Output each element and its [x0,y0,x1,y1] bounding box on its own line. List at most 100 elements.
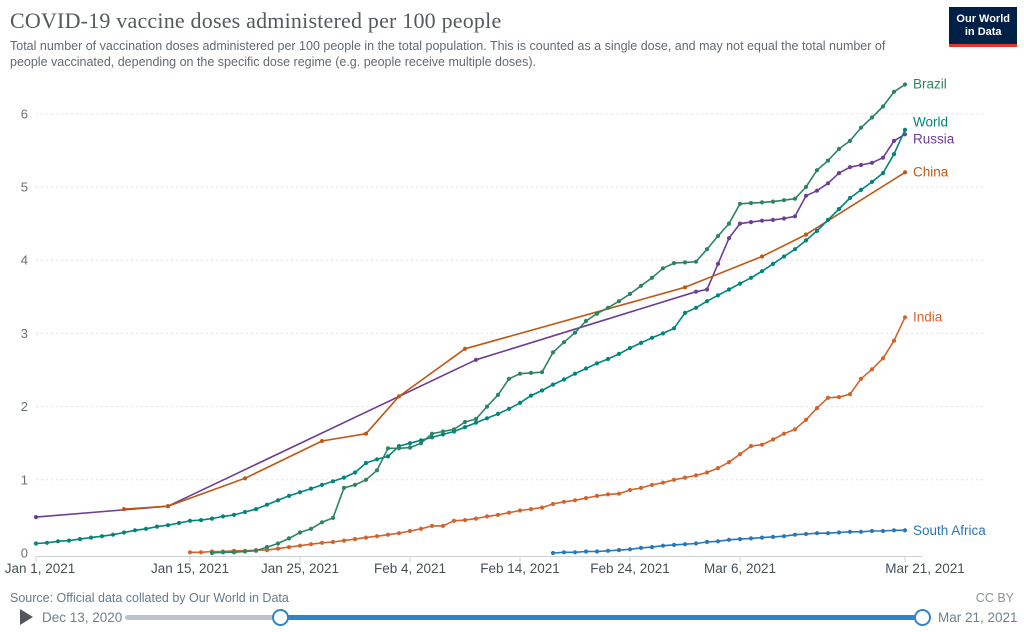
series-point-india[interactable] [561,499,567,504]
series-line-brazil[interactable] [211,83,906,554]
series-label-india[interactable]: India [913,309,943,324]
series-point-brazil[interactable] [220,550,226,555]
series-point-india[interactable] [594,493,600,498]
series-point-world[interactable] [462,425,468,430]
series-point-india[interactable] [297,543,303,548]
series-point-world[interactable] [242,509,248,515]
series-point-world[interactable] [198,518,204,523]
series-point-world[interactable] [308,486,314,491]
series-point-india[interactable] [803,417,809,422]
series-point-india[interactable] [726,460,732,465]
series-point-south-africa[interactable] [671,542,677,547]
series-point-world[interactable] [132,528,138,533]
series-point-india[interactable] [330,539,336,545]
series-point-brazil[interactable] [451,427,457,432]
series-point-brazil[interactable] [506,376,512,381]
series-point-south-africa[interactable] [682,542,688,547]
series-point-world[interactable] [880,171,886,176]
series-point-russia[interactable] [770,217,776,222]
series-point-world[interactable] [264,502,270,507]
series-point-india[interactable] [341,538,347,543]
series-point-russia[interactable] [704,287,710,292]
series-point-world[interactable] [33,541,39,546]
series-point-india[interactable] [627,487,633,493]
series-point-india[interactable] [187,550,193,555]
series-point-brazil[interactable] [891,89,897,94]
series-point-brazil[interactable] [253,548,259,553]
series-point-india[interactable] [682,475,688,480]
series-point-world[interactable] [209,516,215,521]
series-point-world[interactable] [770,261,776,266]
series-point-brazil[interactable] [429,431,435,436]
series-point-brazil[interactable] [418,441,424,446]
series-point-china[interactable] [462,346,468,351]
series-point-brazil[interactable] [583,318,589,324]
series-point-russia[interactable] [759,218,765,223]
series-point-china[interactable] [803,232,809,237]
series-point-brazil[interactable] [275,541,281,546]
series-point-world[interactable] [66,538,72,543]
series-point-world[interactable] [616,351,622,356]
series-point-world[interactable] [517,400,523,405]
timeline-handle-start[interactable] [272,609,289,626]
series-point-india[interactable] [319,540,325,545]
license-link[interactable]: CC BY [975,591,1014,605]
series-point-brazil[interactable] [847,138,853,143]
series-point-world[interactable] [726,287,732,292]
series-point-india[interactable] [440,523,446,528]
series-point-world[interactable] [473,420,479,425]
series-point-south-africa[interactable] [770,534,776,539]
series-point-world[interactable] [88,535,94,540]
series-point-india[interactable] [891,338,897,343]
series-point-world[interactable] [715,293,721,298]
series-point-south-africa[interactable] [638,545,644,550]
series-point-south-africa[interactable] [792,532,798,537]
series-point-world[interactable] [638,340,644,345]
series-point-india[interactable] [264,548,270,553]
series-point-india[interactable] [847,392,853,397]
series-point-india[interactable] [616,491,622,496]
series-point-world[interactable] [429,435,435,440]
series-point-brazil[interactable] [319,520,325,525]
series-point-world[interactable] [627,345,633,351]
series-point-india[interactable] [286,545,292,550]
series-point-brazil[interactable] [462,419,468,425]
series-point-india[interactable] [517,508,523,513]
series-line-china[interactable] [123,171,906,510]
play-icon[interactable] [20,609,33,625]
series-point-world[interactable] [363,460,369,466]
series-point-world[interactable] [759,269,765,274]
series-point-south-africa[interactable] [858,529,864,534]
timeline-handle-end[interactable] [914,609,931,626]
series-point-china[interactable] [363,431,369,436]
series-point-india[interactable] [770,437,776,442]
series-point-world[interactable] [495,411,501,416]
series-point-world[interactable] [44,540,50,545]
series-point-world[interactable] [55,539,61,544]
series-point-world[interactable] [792,247,798,252]
series-point-brazil[interactable] [682,260,688,265]
series-point-china[interactable] [759,254,765,259]
series-point-india[interactable] [737,452,743,457]
series-point-world[interactable] [99,534,105,539]
series-point-india[interactable] [583,496,589,501]
series-point-world[interactable] [803,238,809,243]
series-point-south-africa[interactable] [561,550,567,555]
series-point-brazil[interactable] [407,445,413,450]
series-label-south-africa[interactable]: South Africa [913,523,986,538]
series-point-india[interactable] [363,535,369,540]
series-point-south-africa[interactable] [583,549,589,554]
series-line-india[interactable] [189,316,906,554]
series-point-brazil[interactable] [297,530,303,535]
series-point-india[interactable] [396,531,402,536]
series-point-india[interactable] [429,523,435,528]
series-point-world[interactable] [341,475,347,480]
series-point-india[interactable] [759,442,765,447]
series-point-brazil[interactable] [792,196,798,201]
series-point-brazil[interactable] [363,477,369,482]
series-label-china[interactable]: China [913,164,949,179]
series-point-world[interactable] [539,388,545,393]
series-point-world[interactable] [297,490,303,495]
series-point-brazil[interactable] [759,200,765,205]
series-line-world[interactable] [35,129,906,545]
